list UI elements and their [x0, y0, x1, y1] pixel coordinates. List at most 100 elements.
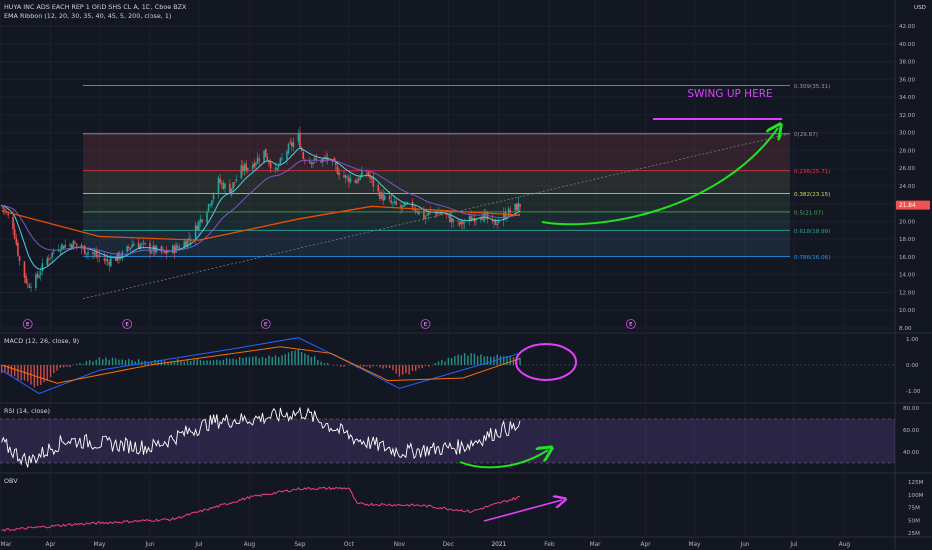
fib-level-label: 0.236(25.71): [794, 169, 830, 175]
macd-histogram-bar: [53, 365, 55, 374]
candle-body: [426, 214, 428, 216]
candle-body: [344, 175, 347, 179]
macd-histogram-bar: [392, 365, 394, 371]
candle-body: [289, 142, 291, 144]
candle-body: [356, 180, 358, 184]
macd-histogram-bar: [4, 365, 6, 373]
macd-histogram-bar: [0, 365, 3, 373]
candle-body: [12, 217, 14, 230]
candle-body: [468, 216, 471, 221]
candle-body: [131, 244, 133, 248]
time-axis-label: Mar: [1, 542, 13, 548]
fib-zone: [83, 133, 790, 171]
macd-histogram-bar: [193, 359, 195, 365]
candle-body: [72, 240, 75, 250]
fib-level-label: 0.309(35.31): [794, 84, 830, 90]
macd-histogram-bar: [336, 365, 339, 366]
candle-body: [372, 176, 375, 187]
fibonacci-retracement[interactable]: 0.309(35.31) 0(29.87) 0.236(25.71) 0.382(23…: [82, 84, 830, 300]
candle-body: [59, 250, 62, 252]
time-axis-label: Jul: [789, 542, 797, 548]
candle-body: [15, 238, 18, 245]
macd-histogram-bar: [473, 353, 476, 365]
candle-body: [229, 183, 231, 195]
candle-body: [74, 242, 76, 244]
obv-axis-label: 100M: [908, 493, 924, 499]
macd-title: MACD (12, 26, close, 9): [4, 337, 79, 345]
price-axis-label: 34.00: [899, 95, 915, 101]
macd-histogram-bar: [176, 359, 179, 365]
macd-histogram-bar: [333, 365, 335, 366]
macd-histogram-bar: [375, 365, 378, 366]
macd-histogram-bar: [137, 359, 140, 365]
candle-body: [457, 220, 459, 222]
price-axis-label: 16.00: [899, 255, 915, 261]
candle-body: [118, 252, 120, 260]
macd-histogram-bar: [294, 350, 296, 365]
macd-highlight-ellipse[interactable]: [515, 343, 577, 381]
macd-histogram-bar: [447, 357, 450, 365]
candle-body: [217, 177, 220, 195]
candle-body: [108, 261, 111, 266]
candle-body: [219, 178, 221, 184]
candle-body: [51, 252, 53, 258]
macd-histogram-bar: [88, 360, 91, 365]
candle-body: [449, 214, 451, 223]
candle-body: [62, 245, 65, 249]
swing-up-annotation[interactable]: SWING UP HERE: [687, 88, 772, 100]
candle-body: [504, 212, 507, 219]
macd-histogram-bar: [291, 350, 293, 365]
macd-histogram-bar: [102, 359, 104, 365]
candle-body: [418, 210, 420, 215]
candle-body: [395, 201, 397, 205]
candle-body: [242, 165, 244, 171]
candle-body: [2, 205, 5, 209]
candle-body: [176, 246, 179, 248]
price-axis-label: 38.00: [899, 60, 915, 66]
macd-histogram-bar: [173, 361, 176, 365]
candle-body: [354, 179, 357, 183]
rsi-divergence-arrow[interactable]: [459, 450, 548, 469]
time-axis-label: Apr: [641, 542, 652, 548]
candle-body: [258, 159, 261, 161]
candle-body: [222, 182, 225, 190]
candle-body: [196, 225, 199, 231]
macd-histogram-bar: [82, 364, 84, 365]
candle-body: [127, 246, 130, 249]
macd-histogram-bar: [401, 365, 404, 375]
candle-body: [346, 176, 349, 178]
candle-body: [173, 246, 176, 254]
candle-body: [439, 212, 441, 215]
price-axis-label: 26.00: [899, 166, 915, 172]
earnings-marker-label: E: [26, 322, 30, 328]
candle-body: [209, 204, 212, 206]
candle-body: [471, 218, 474, 220]
projection-arrow[interactable]: [541, 128, 778, 226]
macd-histogram-bar: [450, 358, 453, 365]
candle-body: [458, 222, 461, 225]
macd-histogram-bar: [206, 360, 208, 365]
macd-histogram-bar: [444, 361, 446, 365]
candle-body: [269, 163, 272, 169]
macd-histogram-bar: [56, 365, 58, 371]
fib-trend-line: [82, 133, 791, 300]
macd-histogram-bar: [476, 356, 479, 365]
macd-histogram-bar: [437, 361, 440, 365]
time-axis-label: Sep: [294, 542, 305, 548]
candle-body: [83, 245, 86, 254]
candle-body: [7, 213, 9, 216]
candle-body: [514, 203, 516, 211]
candle-body: [493, 220, 495, 222]
candle-body: [35, 274, 37, 288]
obv-trend-arrow[interactable]: [483, 500, 562, 522]
candle-body: [361, 171, 363, 178]
macd-histogram-bar: [385, 365, 388, 368]
macd-histogram-bar: [395, 365, 397, 374]
macd-histogram-bar: [170, 361, 172, 365]
fib-zone: [83, 211, 790, 231]
candle-body: [380, 192, 383, 199]
macd-histogram-bar: [503, 356, 505, 365]
obv-axis-label: 25M: [908, 531, 920, 537]
macd-histogram-bar: [428, 365, 430, 367]
